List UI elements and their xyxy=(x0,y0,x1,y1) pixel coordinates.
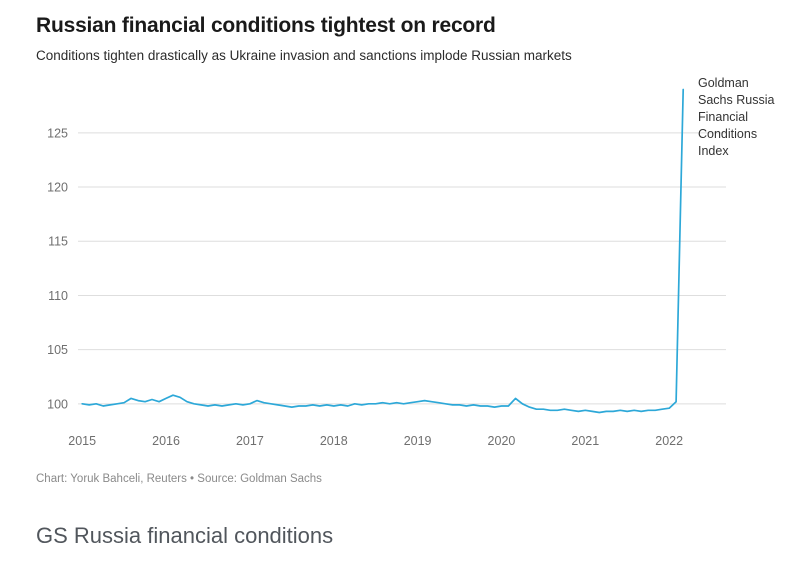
y-axis-tick-label: 100 xyxy=(47,397,68,411)
y-axis-tick-label: 110 xyxy=(48,289,68,303)
chart-page: Russian financial conditions tightest on… xyxy=(36,14,780,548)
chart-area: 100 105 110 115 120 125 2015 2016 2017 2018 2019 20… xyxy=(36,69,780,469)
line-chart: 100 105 110 115 120 125 2015 2016 2017 2018 2019 20… xyxy=(47,88,726,448)
x-axis-tick-label: 2019 xyxy=(404,434,432,448)
x-axis-tick-label: 2021 xyxy=(571,434,599,448)
x-axis-tick-label: 2015 xyxy=(68,434,96,448)
next-section-heading: GS Russia financial conditions xyxy=(36,523,334,548)
x-axis-tick-label: 2018 xyxy=(320,434,348,448)
y-axis-tick-label: 105 xyxy=(47,343,68,357)
chart-source-caption: Chart: Yoruk Bahceli, Reuters • Source: … xyxy=(36,473,322,485)
x-axis-tick-label: 2016 xyxy=(152,434,180,448)
y-axis-tick-label: 125 xyxy=(47,126,68,140)
x-axis-tick-label: 2022 xyxy=(655,434,683,448)
x-axis-tick-label: 2020 xyxy=(488,434,516,448)
chart-title: Russian financial conditions tightest on… xyxy=(36,14,496,37)
x-axis-tick-label: 2017 xyxy=(236,434,264,448)
index-line-series xyxy=(81,88,685,414)
chart-subtitle: Conditions tighten drastically as Ukrain… xyxy=(36,48,572,63)
series-annotation: Goldman Sachs Russia Financial Condition… xyxy=(698,76,775,158)
y-axis-tick-label: 115 xyxy=(48,235,68,249)
y-axis-tick-label: 120 xyxy=(47,181,68,195)
